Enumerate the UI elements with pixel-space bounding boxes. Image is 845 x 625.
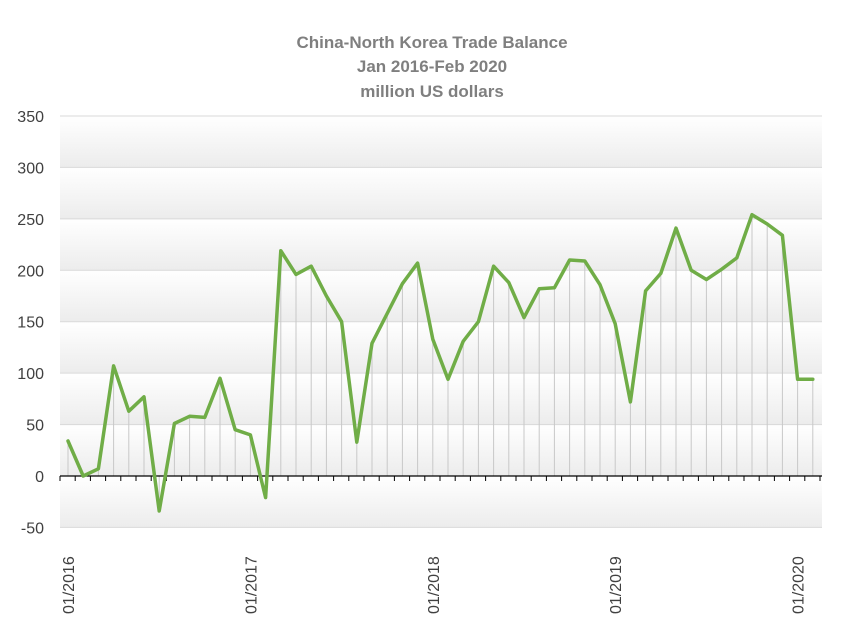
x-tick-labels: 01/2016 01/2017 01/2018 01/2019 01/2020 <box>61 556 808 614</box>
band <box>60 167 822 219</box>
y-tick-labels: -50 0 50 100 150 200 250 300 350 <box>17 109 44 537</box>
band <box>60 218 822 271</box>
chart-title-line-1: China-North Korea Trade Balance <box>296 33 567 52</box>
series-line <box>66 212 815 513</box>
band <box>60 373 822 425</box>
band <box>60 476 822 528</box>
x-tick-label: 01/2016 <box>61 556 78 614</box>
plot-background <box>60 115 822 528</box>
series-line <box>66 212 815 513</box>
y-tick-label: 200 <box>17 263 44 280</box>
gridlines <box>60 115 822 528</box>
y-tick-label: 0 <box>35 469 44 486</box>
band <box>60 424 822 476</box>
y-tick-label: 300 <box>17 160 44 177</box>
y-tick-label: 150 <box>17 315 44 332</box>
chart-title-line-2: Jan 2016-Feb 2020 <box>357 57 507 76</box>
y-tick-label: 100 <box>17 366 44 383</box>
chart-title-line-3: million US dollars <box>360 82 504 101</box>
x-tick-label: 01/2018 <box>426 556 443 614</box>
x-axis <box>59 475 822 481</box>
band <box>60 115 822 168</box>
y-tick-label: -50 <box>21 520 44 537</box>
x-tick-label: 01/2020 <box>791 556 808 614</box>
x-tick-label: 01/2017 <box>243 556 260 614</box>
x-tick-label: 01/2019 <box>608 556 625 614</box>
y-tick-label: 350 <box>17 109 44 126</box>
band <box>60 270 822 322</box>
y-tick-label: 50 <box>26 418 44 435</box>
y-tick-label: 250 <box>17 212 44 229</box>
